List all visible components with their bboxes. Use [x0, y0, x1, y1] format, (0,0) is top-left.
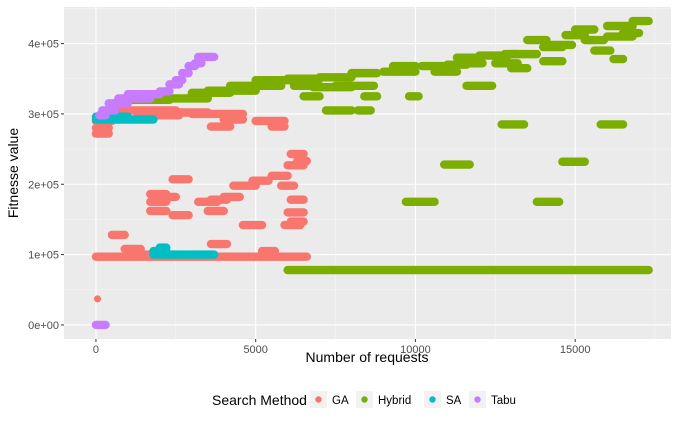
legend-dot — [361, 396, 368, 403]
legend-dot — [315, 396, 322, 403]
y-axis: 0e+00 1e+05 2e+05 3e+05 4e+05 — [28, 39, 64, 332]
series-hybrid — [123, 16, 653, 275]
legend-title: Search Method — [212, 392, 307, 408]
legend-label: SA — [446, 395, 462, 407]
x-tick-label: 0 — [93, 344, 99, 356]
y-axis-title: Fitnesse value — [5, 128, 21, 218]
panel-background — [64, 7, 671, 339]
y-tick-label: 4e+05 — [28, 39, 59, 51]
legend-entry-ga: GA — [310, 391, 349, 408]
legend-entry-sa: SA — [424, 391, 462, 408]
x-axis-title: Number of requests — [306, 349, 429, 365]
legend: Search Method GA Hybrid SA Tabu — [212, 391, 516, 408]
legend-entry-hybrid: Hybrid — [356, 391, 411, 408]
legend-label: GA — [332, 395, 349, 407]
legend-label: Hybrid — [378, 395, 411, 407]
legend-label: Tabu — [491, 395, 516, 407]
series-tabu — [91, 52, 219, 330]
x-axis: 0 5000 10000 15000 — [93, 339, 591, 356]
y-tick-label: 2e+05 — [28, 179, 59, 191]
legend-dot — [474, 396, 481, 403]
legend-entries: GA Hybrid SA Tabu — [310, 391, 516, 408]
legend-entry-tabu: Tabu — [469, 391, 516, 408]
x-tick-label: 10000 — [400, 344, 431, 356]
y-tick-label: 3e+05 — [28, 109, 59, 121]
x-tick-label: 15000 — [560, 344, 591, 356]
data-layer — [91, 16, 653, 330]
x-tick-label: 5000 — [243, 344, 267, 356]
data-point — [93, 295, 102, 303]
legend-dot — [429, 396, 436, 403]
y-tick-label: 1e+05 — [28, 250, 59, 262]
y-tick-label: 0e+00 — [28, 320, 59, 332]
